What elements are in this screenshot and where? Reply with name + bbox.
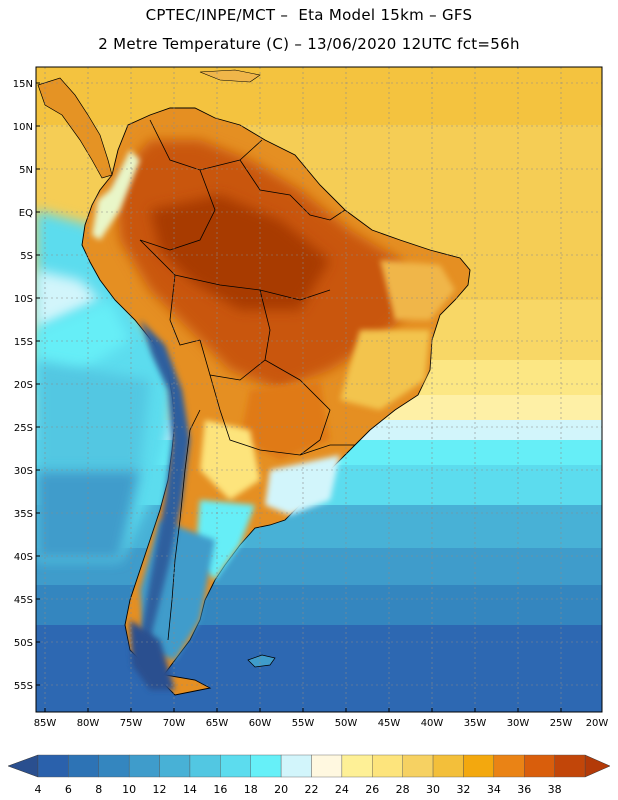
colorbar-box — [98, 754, 130, 778]
colorbar-box — [432, 754, 464, 778]
lon-label: 70W — [163, 718, 186, 729]
map-frame — [35, 66, 603, 713]
lat-label: 10S — [14, 294, 33, 305]
lon-label: 35W — [464, 718, 487, 729]
lon-label: 80W — [77, 718, 100, 729]
lon-label: 30W — [507, 718, 530, 729]
lat-label: 10N — [13, 122, 33, 133]
colorbar-box — [402, 754, 434, 778]
colorbar-box — [372, 754, 403, 778]
graticule — [36, 67, 602, 712]
lat-label: 30S — [14, 466, 33, 477]
colorbar-label: 34 — [487, 783, 501, 796]
colorbar-label: 18 — [244, 783, 258, 796]
colorbar-box — [341, 754, 373, 778]
colorbar-label: 20 — [274, 783, 288, 796]
lon-label: 75W — [120, 718, 143, 729]
colorbar-box — [311, 754, 343, 778]
country-borders — [139, 119, 355, 641]
colorbar-label: 6 — [65, 783, 72, 796]
colorbar-label: 38 — [548, 783, 562, 796]
lon-label: 55W — [292, 718, 315, 729]
temperature-map: 15N 10N 5N EQ 5S 10S 15S 20S 25S 30S 35S… — [13, 66, 609, 729]
lon-label: 25W — [550, 718, 573, 729]
colorbar-right-arrow — [584, 754, 611, 778]
lon-label: 65W — [206, 718, 229, 729]
colorbar-labels: 4 6 8 10 12 14 16 18 20 22 24 26 28 30 32 34 36 38 — [35, 783, 562, 796]
lon-label: 85W — [34, 718, 57, 729]
colorbar-box — [128, 754, 160, 778]
chart-title-line1: CPTEC/INPE/MCT – Eta Model 15km – GFS — [145, 6, 473, 24]
colorbar-label: 8 — [95, 783, 102, 796]
lat-label: 15S — [14, 337, 33, 348]
colorbar-label: 16 — [213, 783, 227, 796]
lat-label: 40S — [14, 552, 33, 563]
colorbar-box — [220, 754, 251, 778]
lat-label: EQ — [19, 208, 33, 219]
colorbar-label: 28 — [396, 783, 410, 796]
lat-label: 55S — [14, 681, 33, 692]
colorbar-label: 12 — [153, 783, 167, 796]
colorbar-box — [159, 754, 191, 778]
lat-label: 25S — [14, 423, 33, 434]
colorbar-label: 10 — [122, 783, 136, 796]
colorbar-box — [524, 754, 555, 778]
latitude-axis: 15N 10N 5N EQ 5S 10S 15S 20S 25S 30S 35S… — [13, 79, 40, 692]
lat-label: 15N — [13, 79, 33, 90]
colorbar-box — [280, 754, 312, 778]
lat-label: 45S — [14, 595, 33, 606]
longitude-axis: 85W 80W 75W 70W 65W 60W 55W 50W 45W 40W … — [34, 708, 609, 729]
lon-label: 40W — [421, 718, 444, 729]
map-field — [36, 67, 602, 712]
colorbar-left-arrow — [7, 754, 39, 778]
colorbar-box — [554, 754, 586, 778]
lon-label: 60W — [249, 718, 272, 729]
colorbar-label: 30 — [426, 783, 440, 796]
colorbar-box — [68, 754, 99, 778]
chart-title-line2: 2 Metre Temperature (C) – 13/06/2020 12U… — [98, 35, 520, 53]
lat-label: 20S — [14, 380, 33, 391]
lon-label: 20W — [586, 718, 609, 729]
colorbar-label: 14 — [183, 783, 197, 796]
colorbar-boxes — [37, 754, 586, 778]
lon-label: 50W — [335, 718, 358, 729]
colorbar-label: 24 — [335, 783, 349, 796]
colorbar-label: 26 — [365, 783, 379, 796]
lat-label: 5S — [20, 251, 33, 262]
colorbar-box — [37, 754, 69, 778]
lon-label: 45W — [378, 718, 401, 729]
colorbar-label: 32 — [456, 783, 470, 796]
colorbar-label: 4 — [35, 783, 42, 796]
colorbar-legend: 4 6 8 10 12 14 16 18 20 22 24 26 28 30 32 34 36 38 — [7, 754, 611, 796]
colorbar-box — [493, 754, 525, 778]
colorbar-box — [463, 754, 495, 778]
colorbar-box — [189, 754, 221, 778]
lat-label: 35S — [14, 509, 33, 520]
lat-label: 5N — [19, 165, 33, 176]
colorbar-box — [250, 754, 282, 778]
colorbar-label: 22 — [305, 783, 319, 796]
colorbar-label: 36 — [517, 783, 531, 796]
lat-label: 50S — [14, 638, 33, 649]
